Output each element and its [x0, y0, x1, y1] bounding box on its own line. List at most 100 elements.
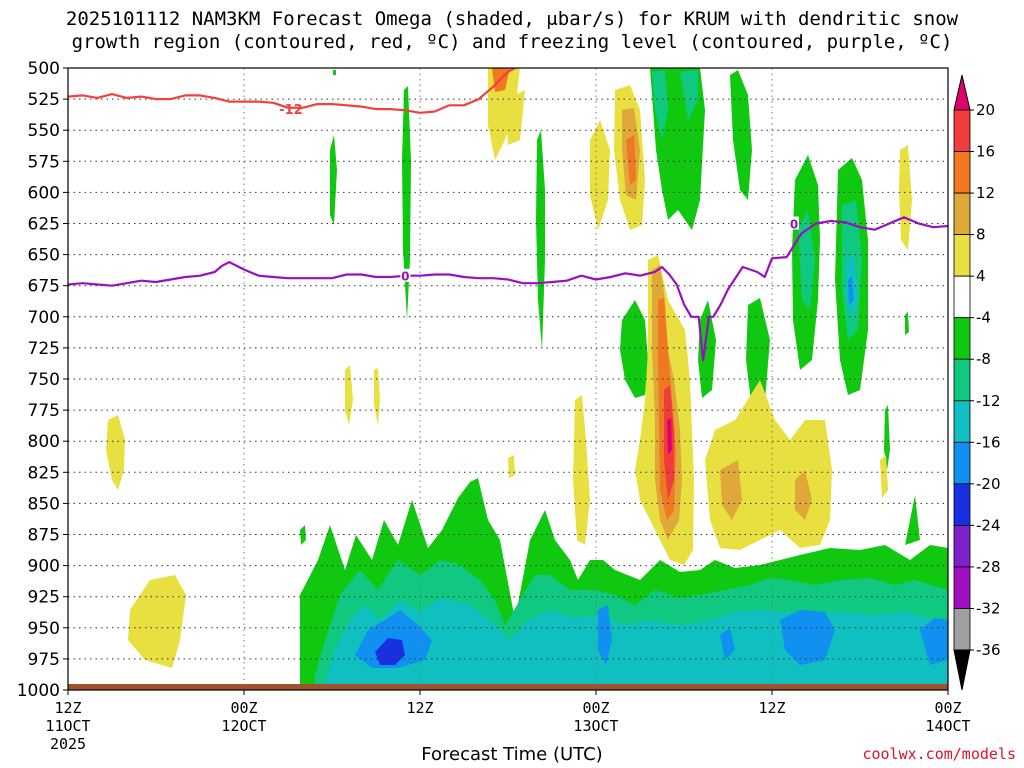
credit-link[interactable]: coolwx.com/models	[862, 745, 1016, 763]
omega-positive-region	[345, 365, 353, 425]
omega-positive-region	[626, 135, 636, 185]
dendritic-contour-label: -12	[279, 103, 303, 118]
omega-positive-region	[590, 120, 610, 230]
y-tick-label: 675	[28, 277, 60, 297]
y-tick-label: 750	[28, 370, 60, 390]
y-tick-label: 650	[28, 246, 60, 266]
contours	[68, 68, 948, 362]
y-tick-label: 600	[28, 183, 60, 203]
x-tick-label: 12OCT	[221, 717, 266, 735]
omega-positive-region	[106, 415, 125, 490]
x-axis-label: Forecast Time (UTC)	[421, 744, 603, 765]
omega-negative-region	[330, 135, 337, 225]
colorbar-label: -20	[976, 475, 1001, 493]
colorbar-segment	[953, 483, 971, 526]
x-tick-label: 2025	[50, 735, 86, 753]
y-tick-label: 825	[28, 463, 60, 483]
y-tick-label: 925	[28, 588, 60, 608]
omega-negative-region	[300, 525, 306, 545]
ground-surface-edge	[68, 684, 948, 690]
omega-shading	[106, 40, 948, 690]
y-tick-label: 525	[28, 90, 60, 110]
omega-positive-region	[573, 395, 590, 545]
colorbar-segment	[953, 234, 971, 277]
colorbar-segment	[953, 275, 971, 319]
omega-positive-region	[899, 145, 912, 250]
y-tick-label: 900	[28, 557, 60, 577]
colorbar-label: 20	[976, 101, 995, 119]
colorbar-segment	[953, 151, 971, 194]
y-tick-label: 575	[28, 152, 60, 172]
colorbar-label: -28	[976, 558, 1001, 576]
omega-positive-region	[725, 40, 730, 45]
x-tick-label: 12Z	[758, 699, 785, 717]
omega-negative-region	[746, 298, 770, 410]
chart-title-line1: 2025101112 NAM3KM Forecast Omega (shaded…	[65, 8, 959, 30]
omega-negative-region	[884, 405, 890, 470]
omega-negative-region	[730, 70, 752, 200]
omega-positive-region	[795, 470, 812, 520]
colorbar-segment	[953, 317, 971, 360]
y-tick-label: 850	[28, 494, 60, 514]
y-tick-label: 500	[28, 59, 60, 79]
y-tick-label: 875	[28, 526, 60, 546]
y-tick-label: 950	[28, 619, 60, 639]
colorbar-segment	[953, 441, 971, 485]
omega-positive-region	[880, 455, 888, 498]
colorbar-segment	[953, 400, 971, 443]
omega-positive-region	[374, 368, 380, 425]
colorbar-label: 4	[976, 267, 986, 285]
y-tick-label: 625	[28, 215, 60, 235]
y-tick-label: 775	[28, 401, 60, 421]
colorbar: 20 16 12 8 4 -4 -8 -12 -16 -20 -24 -28 -32 -36	[953, 74, 1001, 691]
x-tick-label: 12Z	[406, 699, 433, 717]
x-tick-label: 00Z	[582, 699, 609, 717]
omega-positive-region	[128, 575, 186, 668]
omega-positive-region	[508, 455, 515, 478]
y-tick-label: 725	[28, 339, 60, 359]
freezing-contour-label: 0	[790, 218, 798, 232]
colorbar-top-arrow	[953, 74, 971, 111]
omega-negative-region	[652, 70, 668, 140]
x-tick-label: 14OCT	[925, 717, 970, 735]
colorbar-label: -32	[976, 599, 1001, 617]
freezing-contour-label: 0	[401, 270, 409, 284]
colorbar-label: -4	[976, 309, 991, 327]
y-tick-label: 800	[28, 432, 60, 452]
omega-negative-region	[620, 300, 648, 398]
colorbar-label: -12	[976, 392, 1001, 410]
y-tick-label: 1000	[17, 681, 60, 701]
freezing-contour	[68, 216, 948, 362]
omega-negative-region	[375, 638, 405, 665]
colorbar-segment	[953, 566, 971, 609]
x-tick-label: 12Z	[54, 699, 81, 717]
omega-negative-region	[680, 70, 698, 120]
x-tick-label: 11OCT	[45, 717, 90, 735]
freezing-label-bg	[400, 268, 411, 282]
y-tick-label: 700	[28, 308, 60, 328]
colorbar-segment	[953, 524, 971, 568]
freezing-label-bg	[789, 216, 799, 230]
omega-negative-region	[798, 210, 815, 310]
colorbar-bottom-arrow	[953, 649, 971, 691]
x-tick-label: 00Z	[934, 699, 961, 717]
colorbar-label: -8	[976, 350, 991, 368]
colorbar-segment	[953, 192, 971, 236]
y-tick-label: 975	[28, 650, 60, 670]
omega-negative-region	[905, 495, 920, 545]
omega-negative-region	[720, 628, 735, 660]
omega-positive-region	[667, 418, 672, 455]
colorbar-label: 16	[976, 143, 995, 161]
omega-negative-region	[536, 130, 545, 350]
colorbar-label: -16	[976, 433, 1001, 451]
dendritic-contour	[68, 68, 516, 114]
omega-negative-region	[905, 312, 909, 335]
omega-negative-region	[848, 275, 854, 305]
colorbar-segment	[953, 608, 971, 651]
colorbar-label: -36	[976, 641, 1001, 659]
colorbar-segment	[953, 109, 971, 152]
contour-labels: -12 0 0	[279, 103, 799, 284]
omega-negative-region	[402, 86, 411, 320]
